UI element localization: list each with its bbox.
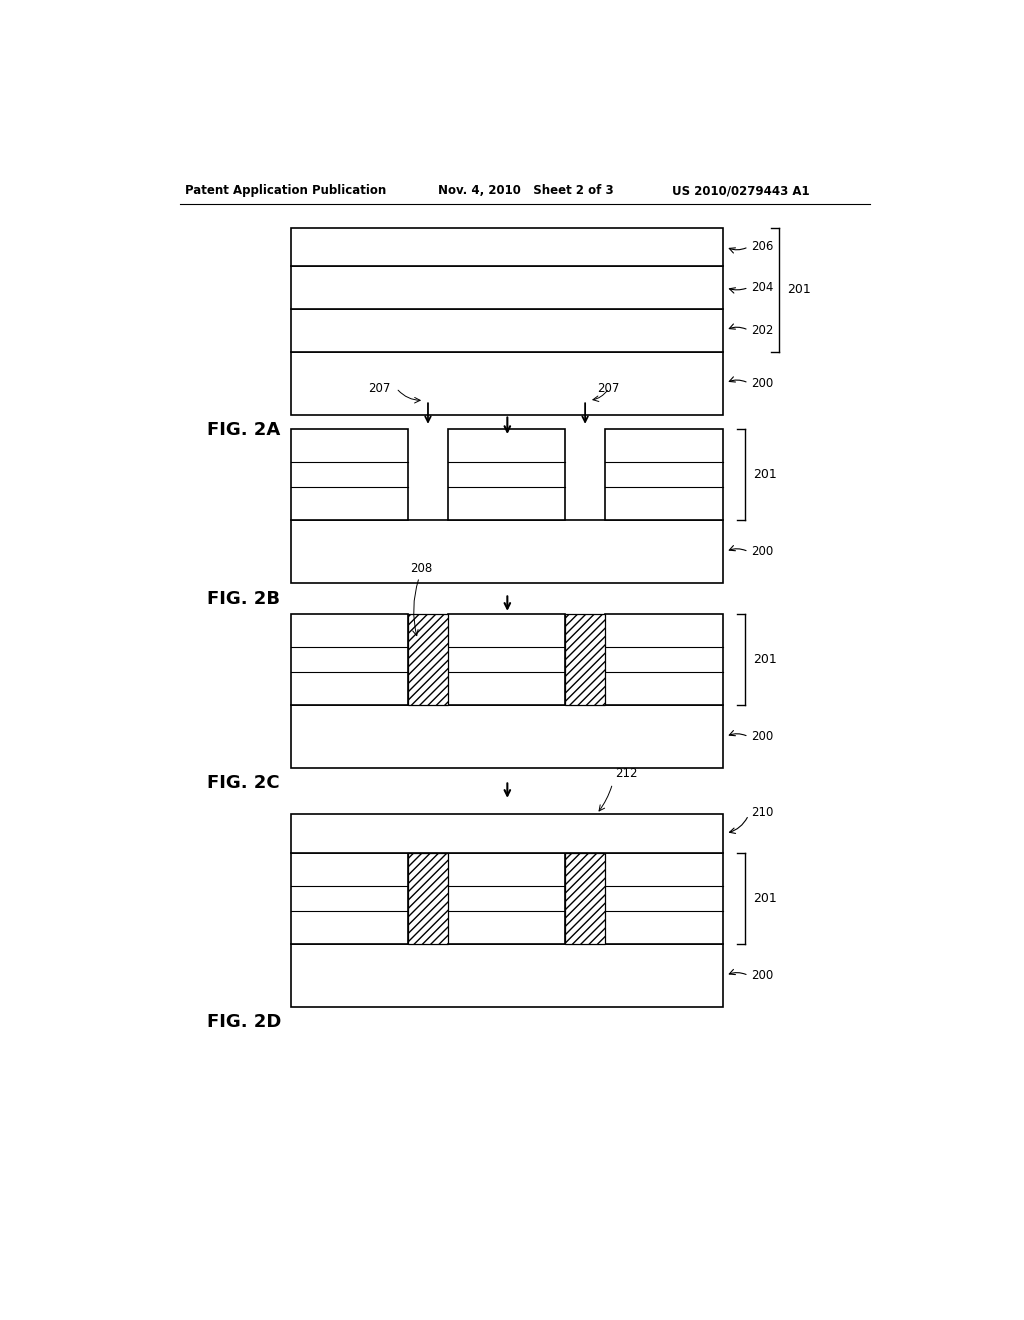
Bar [291, 705, 723, 768]
Text: 204: 204 [751, 281, 773, 294]
Text: FIG. 2A: FIG. 2A [207, 421, 281, 438]
Text: 200: 200 [751, 376, 773, 389]
Text: 201: 201 [754, 469, 777, 480]
Bar [447, 614, 565, 705]
Text: 208: 208 [410, 562, 432, 576]
Text: 201: 201 [786, 282, 810, 296]
Text: US 2010/0279443 A1: US 2010/0279443 A1 [672, 185, 809, 198]
Text: 210: 210 [751, 807, 773, 820]
Text: 200: 200 [751, 545, 773, 558]
Bar [605, 853, 723, 944]
Bar [291, 309, 723, 351]
Text: FIG. 2C: FIG. 2C [207, 775, 280, 792]
Text: 206: 206 [751, 240, 773, 253]
Text: 202: 202 [751, 323, 773, 337]
Bar [409, 853, 447, 944]
Text: FIG. 2D: FIG. 2D [207, 1014, 282, 1031]
Bar [409, 614, 447, 705]
Bar [565, 853, 605, 944]
Bar [291, 814, 723, 853]
Text: Nov. 4, 2010   Sheet 2 of 3: Nov. 4, 2010 Sheet 2 of 3 [437, 185, 613, 198]
Bar [291, 227, 723, 267]
Text: FIG. 2B: FIG. 2B [207, 590, 281, 607]
Bar [291, 614, 409, 705]
Bar [565, 614, 605, 705]
Text: 201: 201 [754, 892, 777, 904]
Text: Patent Application Publication: Patent Application Publication [185, 185, 386, 198]
Bar [605, 429, 723, 520]
Bar [291, 267, 723, 309]
Bar [291, 520, 723, 583]
Bar [291, 944, 723, 1007]
Bar [291, 429, 409, 520]
Text: 207: 207 [369, 381, 391, 395]
Text: 200: 200 [751, 730, 773, 743]
Bar [291, 351, 723, 414]
Bar [605, 614, 723, 705]
Bar [447, 429, 565, 520]
Text: 201: 201 [754, 653, 777, 667]
Text: 212: 212 [615, 767, 638, 780]
Bar [291, 853, 409, 944]
Text: 200: 200 [751, 969, 773, 982]
Text: 207: 207 [597, 381, 620, 395]
Bar [447, 853, 565, 944]
